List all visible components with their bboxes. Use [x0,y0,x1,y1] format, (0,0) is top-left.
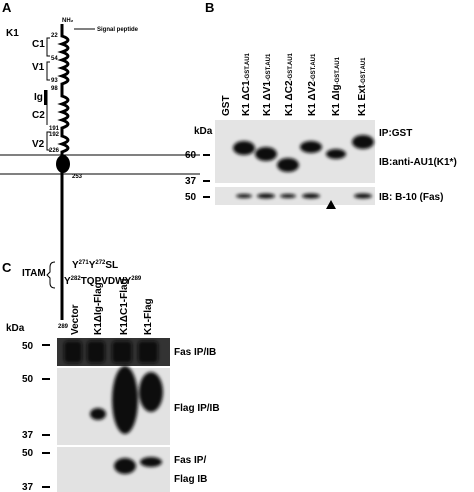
domain-label: Ig [34,92,43,103]
lane-label: K1 ΔIg-GST.AU1 [331,56,342,116]
protein-chain [57,24,70,320]
panel-a: A K1 NH₂ Signal peptide C1 V1 Ig C2 V2 2… [0,0,200,330]
blot-label: IB:anti-AU1(K1*) [379,157,457,168]
tm-domain [56,155,70,173]
marker: 37 [185,176,197,187]
itam-part: TQPVDWY [81,276,132,287]
arrowhead [326,200,336,209]
domain-label: C2 [32,110,45,121]
lane-label: K1 ΔV1-GST.AU1 [262,53,273,116]
lane-label: K1 Ext-GST.AU1 [357,57,368,116]
n-terminus: NH₂ [62,18,74,24]
itam-part: Y [89,260,96,271]
panel-letter: C [2,260,12,275]
lane-label: Vector [70,304,81,335]
itam-part: 282 [71,276,82,282]
residue: 226 [49,148,60,154]
itam-part: 271 [79,260,90,266]
domain-label: V1 [32,62,45,73]
residue: 22 [51,33,58,39]
itam-sequence: Y271Y272SL [72,260,118,271]
residue: 192 [49,132,60,138]
blot [57,447,170,492]
lane-label: K1 ΔC1-GST.AU1 [241,52,252,116]
domain-label: C1 [32,39,45,50]
itam-part: SL [105,260,118,271]
marker-ticks [203,154,210,198]
bracket [46,261,56,289]
marker: 37 [22,430,34,441]
marker: 50 [22,341,34,352]
lane-label: K1-Flag [143,298,154,335]
residue: 93 [51,78,58,84]
panel-letter: A [2,0,12,15]
marker: 50 [22,374,34,385]
residue: 289 [58,324,69,330]
residue: 98 [51,86,58,92]
marker: 50 [185,192,197,203]
bands [64,341,163,474]
residue: 54 [51,56,58,62]
kda: kDa [194,126,213,137]
bands [233,135,374,199]
residue: 253 [72,174,83,180]
panel-b: B GST K1 ΔC1-GST.AU1 K1 ΔV1-GST.AU1 K1 Δ… [185,0,457,209]
lane-label: K1 ΔV2-GST.AU1 [307,53,318,116]
panel-c: C Vector K1ΔIg-Flag K1ΔC1-Flag K1-Flag k… [2,260,220,492]
itam-part: 272 [95,260,106,266]
domain-label: V2 [32,139,45,150]
bracket [46,37,50,151]
kda: kDa [6,323,25,334]
ig-bar [44,90,47,105]
blot-label: Flag IP/IB [174,403,220,414]
signal-label: Signal peptide [97,27,139,33]
panel-letter: B [205,0,214,15]
lane-label: K1 ΔC2-GST.AU1 [284,52,295,116]
protein-name: K1 [6,28,19,39]
marker: 50 [22,448,34,459]
marker: 37 [22,482,34,492]
itam-label: ITAM [22,268,46,279]
lane-label: K1ΔIg-Flag [93,282,104,335]
itam-part: 289 [131,276,142,282]
lane-label: K1ΔC1-Flag [119,278,130,335]
itam-sequence: Y282TQPVDWY289 [64,276,142,287]
blot-label: Flag IB [174,474,207,485]
lane-label: GST [221,95,232,116]
marker: 60 [185,150,197,161]
residue: 191 [49,126,60,132]
blot-label: IB: B-10 (Fas) [379,192,443,203]
itam-part: Y [72,260,79,271]
itam-part: Y [64,276,71,287]
blot-label: Fas IP/ [174,455,206,466]
blot-label: Fas IP/IB [174,347,216,358]
marker-ticks [42,344,50,488]
blot-label: IP:GST [379,128,412,139]
